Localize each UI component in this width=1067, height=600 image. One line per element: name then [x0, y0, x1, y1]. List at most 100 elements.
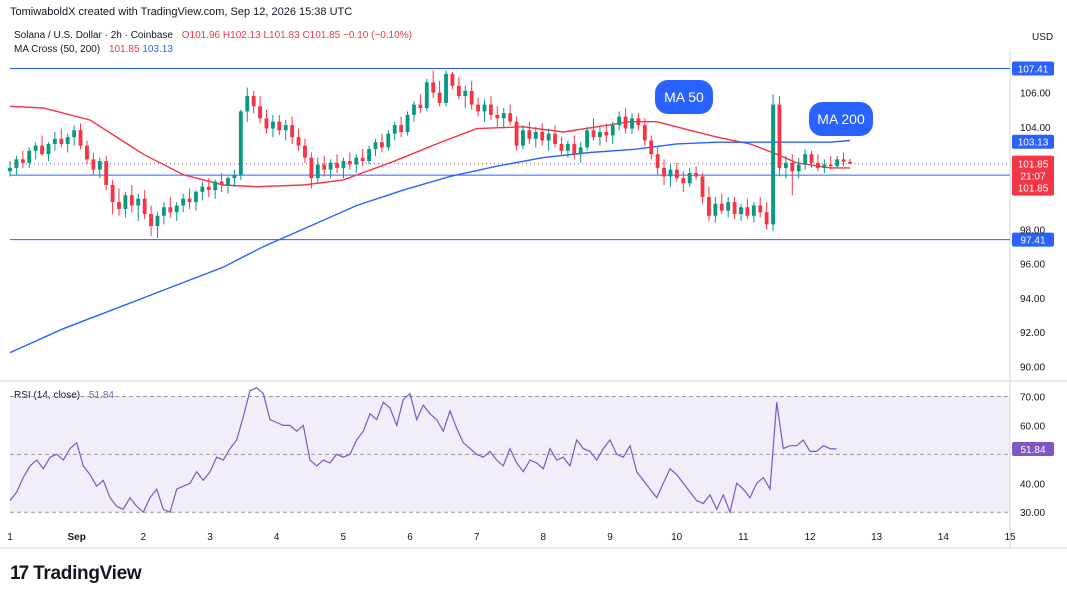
time-tick-label: 9 — [607, 532, 613, 543]
ma50-callout-bg — [655, 80, 713, 114]
candle — [745, 198, 750, 220]
candle — [117, 188, 121, 216]
rsi-value-tag: 51.84 — [1020, 445, 1045, 456]
tradingview-logo[interactable]: 17 TradingView — [10, 563, 142, 585]
candle-body — [46, 143, 51, 155]
candle-body — [315, 164, 320, 179]
candle — [450, 72, 455, 90]
candle — [501, 108, 506, 129]
candle — [796, 157, 801, 179]
candle — [72, 125, 77, 146]
candle — [437, 80, 442, 107]
candle-body — [136, 198, 141, 206]
candle — [174, 202, 179, 221]
ma200-legend-value: 103.13 — [142, 44, 173, 55]
candle — [694, 166, 699, 180]
candle — [719, 193, 724, 215]
candle-body — [149, 214, 153, 227]
candle — [488, 96, 493, 120]
candle — [681, 171, 686, 192]
candle — [553, 125, 557, 148]
candle-body — [437, 92, 442, 103]
candle-body — [354, 157, 359, 165]
candle-body — [155, 215, 160, 227]
candle-body — [142, 198, 147, 215]
candle-body — [841, 159, 846, 162]
candle — [194, 190, 198, 211]
candle — [540, 123, 545, 146]
candle-body — [104, 161, 109, 185]
candle — [238, 109, 243, 180]
currency-label: USD — [1032, 32, 1053, 43]
candle — [828, 155, 833, 170]
candle — [200, 181, 205, 201]
candle — [149, 205, 153, 237]
candle — [777, 96, 782, 177]
rsi-layer — [9, 387, 837, 515]
candle-body — [764, 212, 769, 225]
rsi-legend[interactable]: RSI (14, close) 51.84 — [14, 390, 114, 401]
tradingview-logo-text: TradingView — [33, 563, 142, 584]
time-tick-label: 6 — [407, 532, 413, 543]
candle-body — [322, 164, 327, 170]
time-tick-label: 13 — [871, 532, 883, 543]
rsi-band-layer — [10, 395, 1010, 513]
candle — [33, 142, 38, 160]
candle — [392, 121, 397, 141]
candle-body — [40, 145, 44, 155]
candle-body — [610, 125, 615, 136]
candle-body — [219, 181, 224, 185]
candle — [533, 126, 538, 148]
candle-body — [469, 90, 474, 105]
candle-body — [194, 191, 198, 203]
candle — [783, 155, 788, 179]
candle-body — [771, 104, 775, 225]
candle — [758, 196, 763, 218]
candle-body — [694, 173, 699, 177]
candle-body — [642, 125, 647, 141]
price-tick-label: 104.00 — [1020, 123, 1051, 134]
candle-body — [117, 202, 121, 209]
candle — [386, 130, 391, 151]
candle-body — [662, 167, 666, 177]
ma-legend[interactable]: MA Cross (50, 200) 101.85 103.13 — [14, 44, 173, 55]
candle-body — [777, 104, 782, 168]
candle — [110, 179, 115, 215]
candle — [835, 155, 840, 168]
tradingview-logo-icon: 17 — [10, 563, 29, 584]
candle — [161, 202, 166, 225]
candle-body — [328, 162, 333, 170]
candle-body — [822, 164, 827, 168]
candle-body — [655, 154, 660, 168]
axes-layer[interactable]: USD 106.00 104.00 98.00 96.00 94.00 92.00 90.00… — [7, 32, 1053, 543]
candle-body — [495, 114, 500, 119]
candle-body — [809, 154, 814, 163]
price-tick-label: 96.00 — [1020, 260, 1045, 271]
candle-body — [206, 186, 211, 191]
candle-body — [264, 118, 269, 129]
candle — [226, 176, 230, 194]
candle-body — [412, 104, 416, 115]
ma200-callout-bg — [809, 102, 873, 136]
candle-body — [232, 174, 237, 179]
candle — [674, 162, 679, 182]
candle — [136, 193, 141, 221]
candle — [591, 118, 596, 141]
candle — [514, 116, 519, 151]
candle — [764, 202, 769, 230]
candle — [46, 142, 51, 162]
candle — [341, 157, 346, 179]
candle-body — [187, 198, 192, 203]
candle-body — [636, 118, 641, 126]
candle — [65, 133, 70, 153]
candles-layer[interactable] — [8, 70, 852, 239]
candle-body — [97, 161, 102, 170]
candle-body — [527, 130, 532, 139]
ma200-price-tag-bg — [1012, 134, 1054, 149]
candle — [809, 150, 814, 168]
candle — [315, 157, 320, 184]
candle — [642, 118, 647, 146]
time-tick-label: 8 — [541, 532, 547, 543]
